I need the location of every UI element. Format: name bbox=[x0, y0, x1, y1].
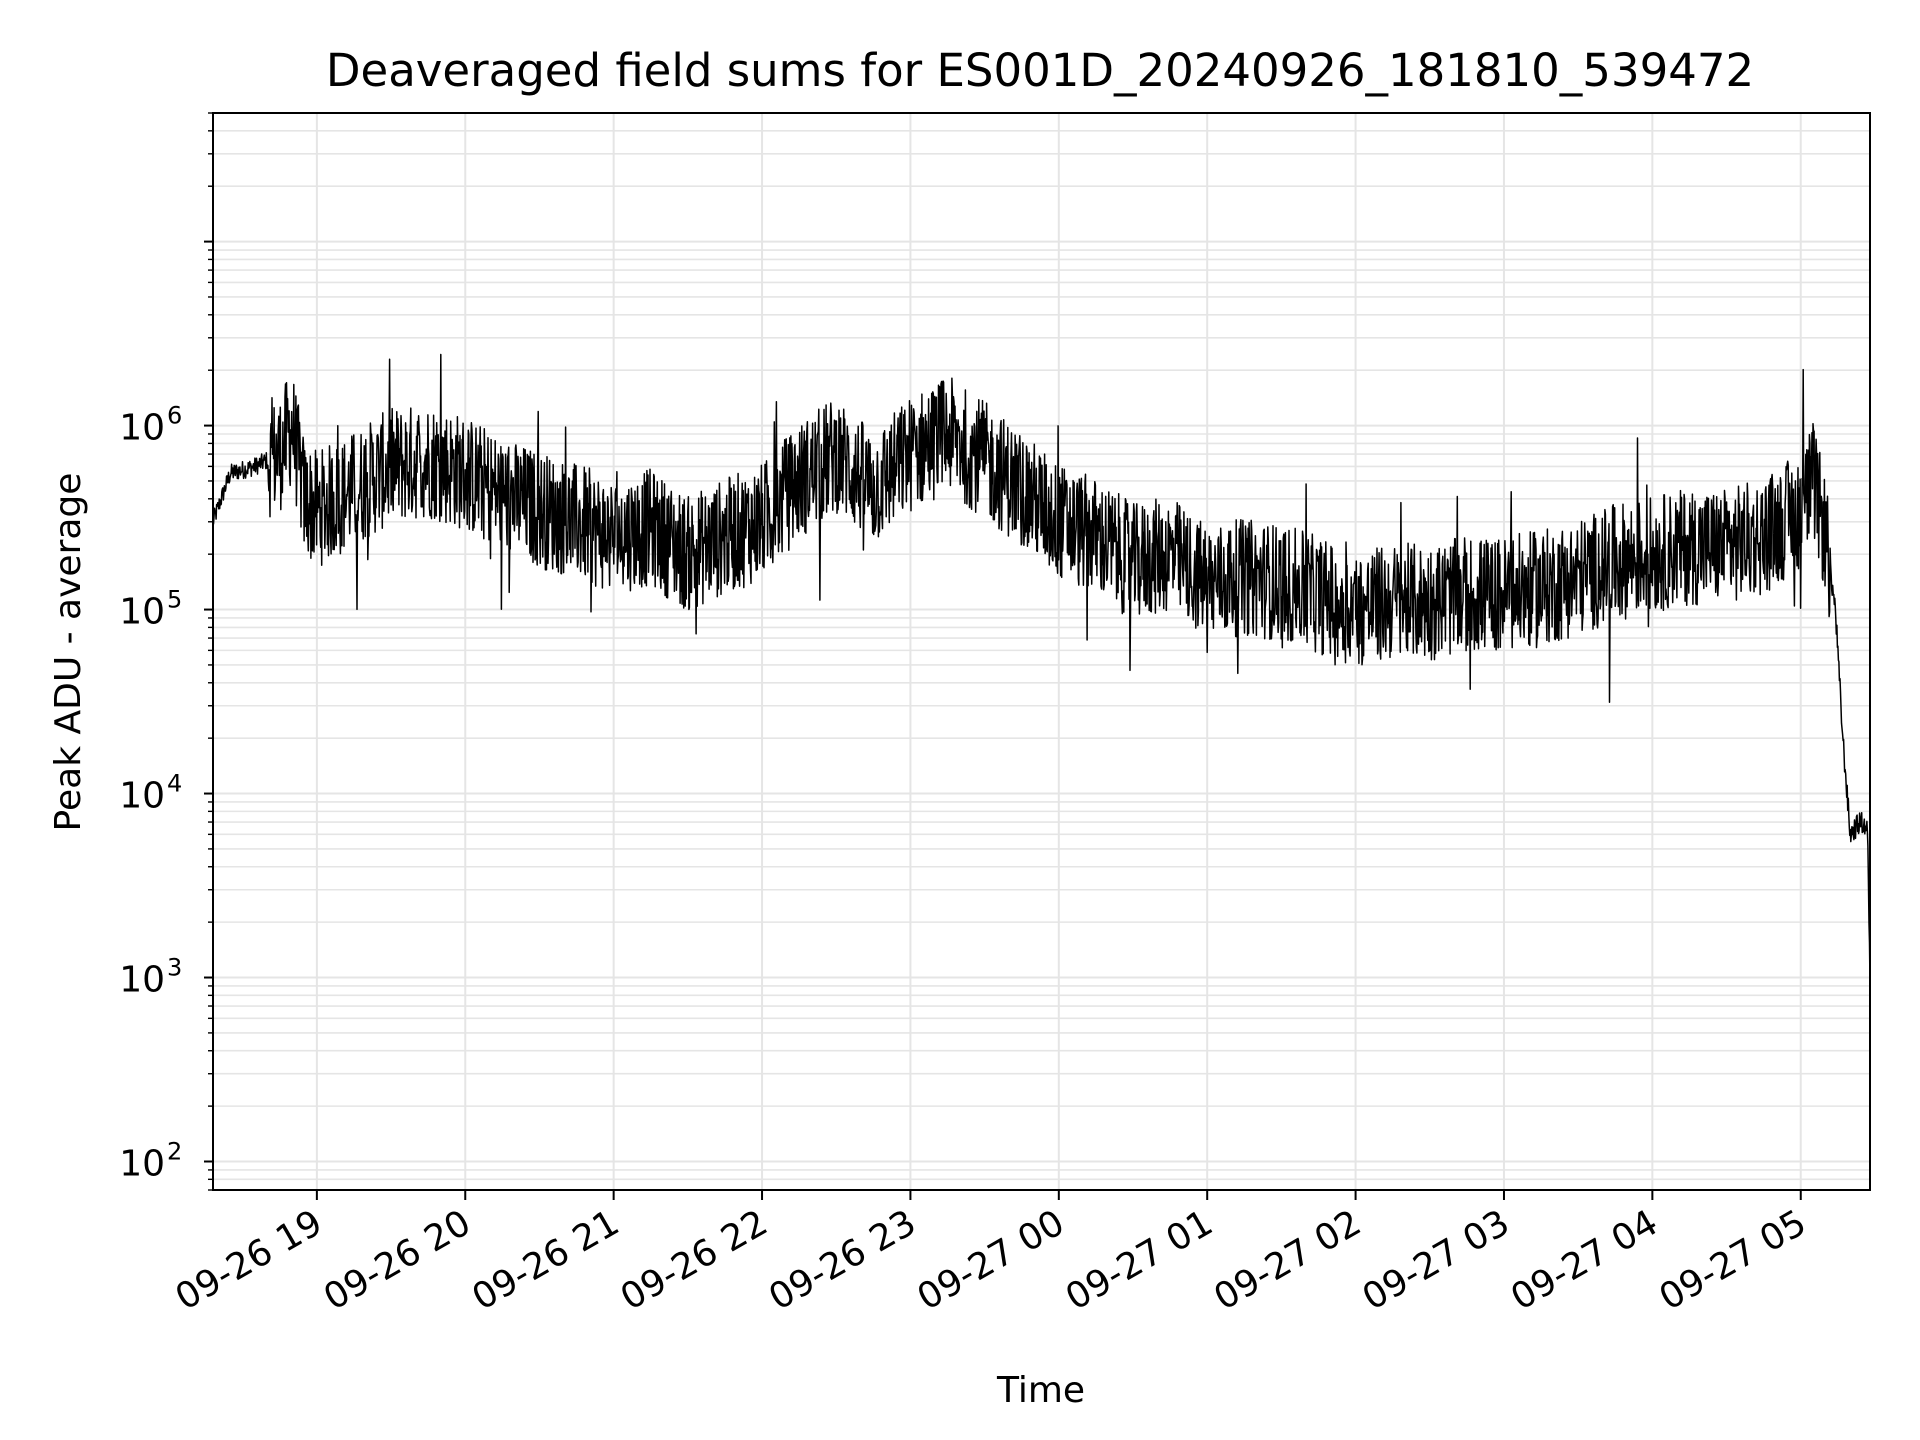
y-tick-exponent: 2 bbox=[167, 1138, 182, 1166]
y-tick-label: 10 bbox=[119, 960, 165, 1001]
y-tick-label: 10 bbox=[119, 408, 165, 449]
y-tick-label: 10 bbox=[119, 1144, 165, 1185]
x-axis-label: Time bbox=[996, 1370, 1085, 1411]
grid-lines bbox=[213, 112, 1870, 1191]
series-line bbox=[212, 353, 1871, 986]
y-tick-exponent: 3 bbox=[167, 954, 182, 982]
y-axis-label: Peak ADU - average bbox=[48, 473, 89, 832]
chart-title: Deaveraged field sums for ES001D_2024092… bbox=[326, 44, 1754, 97]
y-tick-label: 10 bbox=[119, 592, 165, 633]
y-tick-exponent: 4 bbox=[167, 770, 182, 798]
y-tick-label: 10 bbox=[119, 776, 165, 817]
plot-frame bbox=[212, 112, 1871, 1191]
y-tick-exponent: 5 bbox=[167, 586, 182, 614]
y-tick-exponent: 6 bbox=[167, 402, 182, 430]
